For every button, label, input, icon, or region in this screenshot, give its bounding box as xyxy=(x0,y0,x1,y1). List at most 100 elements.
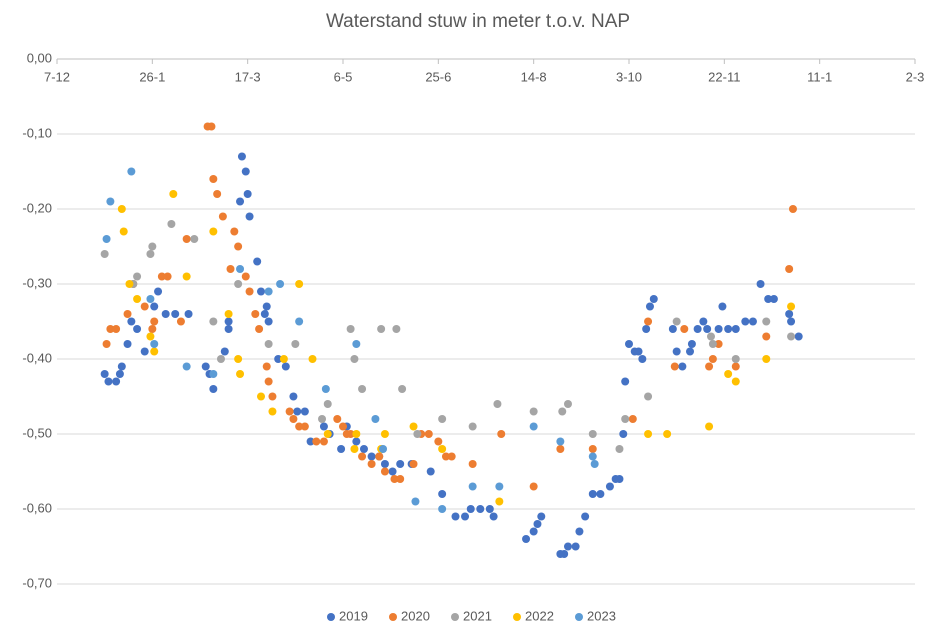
point xyxy=(571,542,580,551)
point xyxy=(127,317,136,326)
point xyxy=(245,212,254,221)
point xyxy=(268,407,277,416)
point xyxy=(251,310,260,318)
point xyxy=(686,347,695,356)
point xyxy=(556,445,565,453)
point xyxy=(731,377,740,386)
point xyxy=(588,490,597,498)
point xyxy=(117,205,126,213)
point xyxy=(321,385,330,393)
point xyxy=(493,400,502,408)
point xyxy=(762,355,771,363)
point xyxy=(785,310,794,318)
x-tick-label: 6-5 xyxy=(334,69,353,84)
x-tick-label: 14-8 xyxy=(521,69,547,84)
point xyxy=(209,385,218,393)
point xyxy=(234,355,243,363)
point xyxy=(146,295,155,303)
point xyxy=(680,325,689,333)
point xyxy=(123,340,132,348)
point xyxy=(495,497,504,506)
point xyxy=(125,280,134,288)
point xyxy=(605,482,614,491)
point xyxy=(588,452,597,461)
point xyxy=(262,302,271,311)
x-tick-label: 7-12 xyxy=(44,69,70,84)
point xyxy=(154,287,163,296)
point xyxy=(213,190,222,198)
point xyxy=(537,512,546,521)
point xyxy=(148,242,157,251)
legend-label: 2023 xyxy=(587,608,616,623)
point xyxy=(157,272,166,281)
point xyxy=(308,355,317,363)
point xyxy=(218,212,227,221)
legend-marker xyxy=(389,613,397,621)
point xyxy=(161,310,170,318)
point xyxy=(409,422,418,431)
point xyxy=(255,325,264,333)
point xyxy=(226,265,235,273)
point xyxy=(380,430,389,438)
point xyxy=(638,355,647,363)
point xyxy=(140,302,149,311)
point xyxy=(337,445,346,453)
point xyxy=(434,437,443,446)
point xyxy=(411,497,420,506)
point xyxy=(146,250,155,258)
point xyxy=(497,430,506,438)
point xyxy=(645,302,654,311)
point xyxy=(306,437,315,446)
point xyxy=(533,520,542,528)
point xyxy=(100,370,109,378)
point xyxy=(787,302,796,311)
point xyxy=(241,272,250,281)
point xyxy=(106,197,115,206)
point xyxy=(468,422,477,431)
legend-marker xyxy=(513,613,521,621)
point xyxy=(413,430,422,438)
point xyxy=(621,415,630,423)
point xyxy=(295,422,304,431)
point xyxy=(748,317,757,326)
point xyxy=(706,332,715,341)
point xyxy=(377,325,386,333)
point xyxy=(209,317,218,326)
point xyxy=(649,295,658,303)
point xyxy=(615,445,624,453)
point xyxy=(556,437,565,446)
y-tick-label: -0,30 xyxy=(22,275,52,290)
point xyxy=(243,190,252,198)
point xyxy=(529,482,538,491)
point xyxy=(260,310,269,318)
point xyxy=(358,452,367,461)
point xyxy=(291,340,300,348)
point xyxy=(237,152,246,161)
point xyxy=(396,460,405,468)
point xyxy=(112,325,121,333)
point xyxy=(756,280,765,288)
point xyxy=(522,535,531,543)
point xyxy=(644,392,653,401)
point xyxy=(323,430,332,438)
point xyxy=(438,415,447,423)
point xyxy=(724,370,733,378)
y-tick-label: -0,60 xyxy=(22,500,52,515)
point xyxy=(409,460,418,468)
point xyxy=(441,452,450,461)
point xyxy=(380,460,389,468)
chart-title: Waterstand stuw in meter t.o.v. NAP xyxy=(326,11,630,32)
x-tick-label: 3-10 xyxy=(616,69,642,84)
point xyxy=(300,422,309,431)
point xyxy=(115,370,124,378)
point xyxy=(352,430,361,438)
point xyxy=(644,430,653,438)
point xyxy=(224,317,233,326)
point xyxy=(367,452,376,461)
point xyxy=(388,467,397,476)
point xyxy=(672,347,681,356)
point xyxy=(257,287,266,296)
x-tick-label: 26-1 xyxy=(139,69,165,84)
point xyxy=(285,407,294,416)
point xyxy=(150,347,159,356)
